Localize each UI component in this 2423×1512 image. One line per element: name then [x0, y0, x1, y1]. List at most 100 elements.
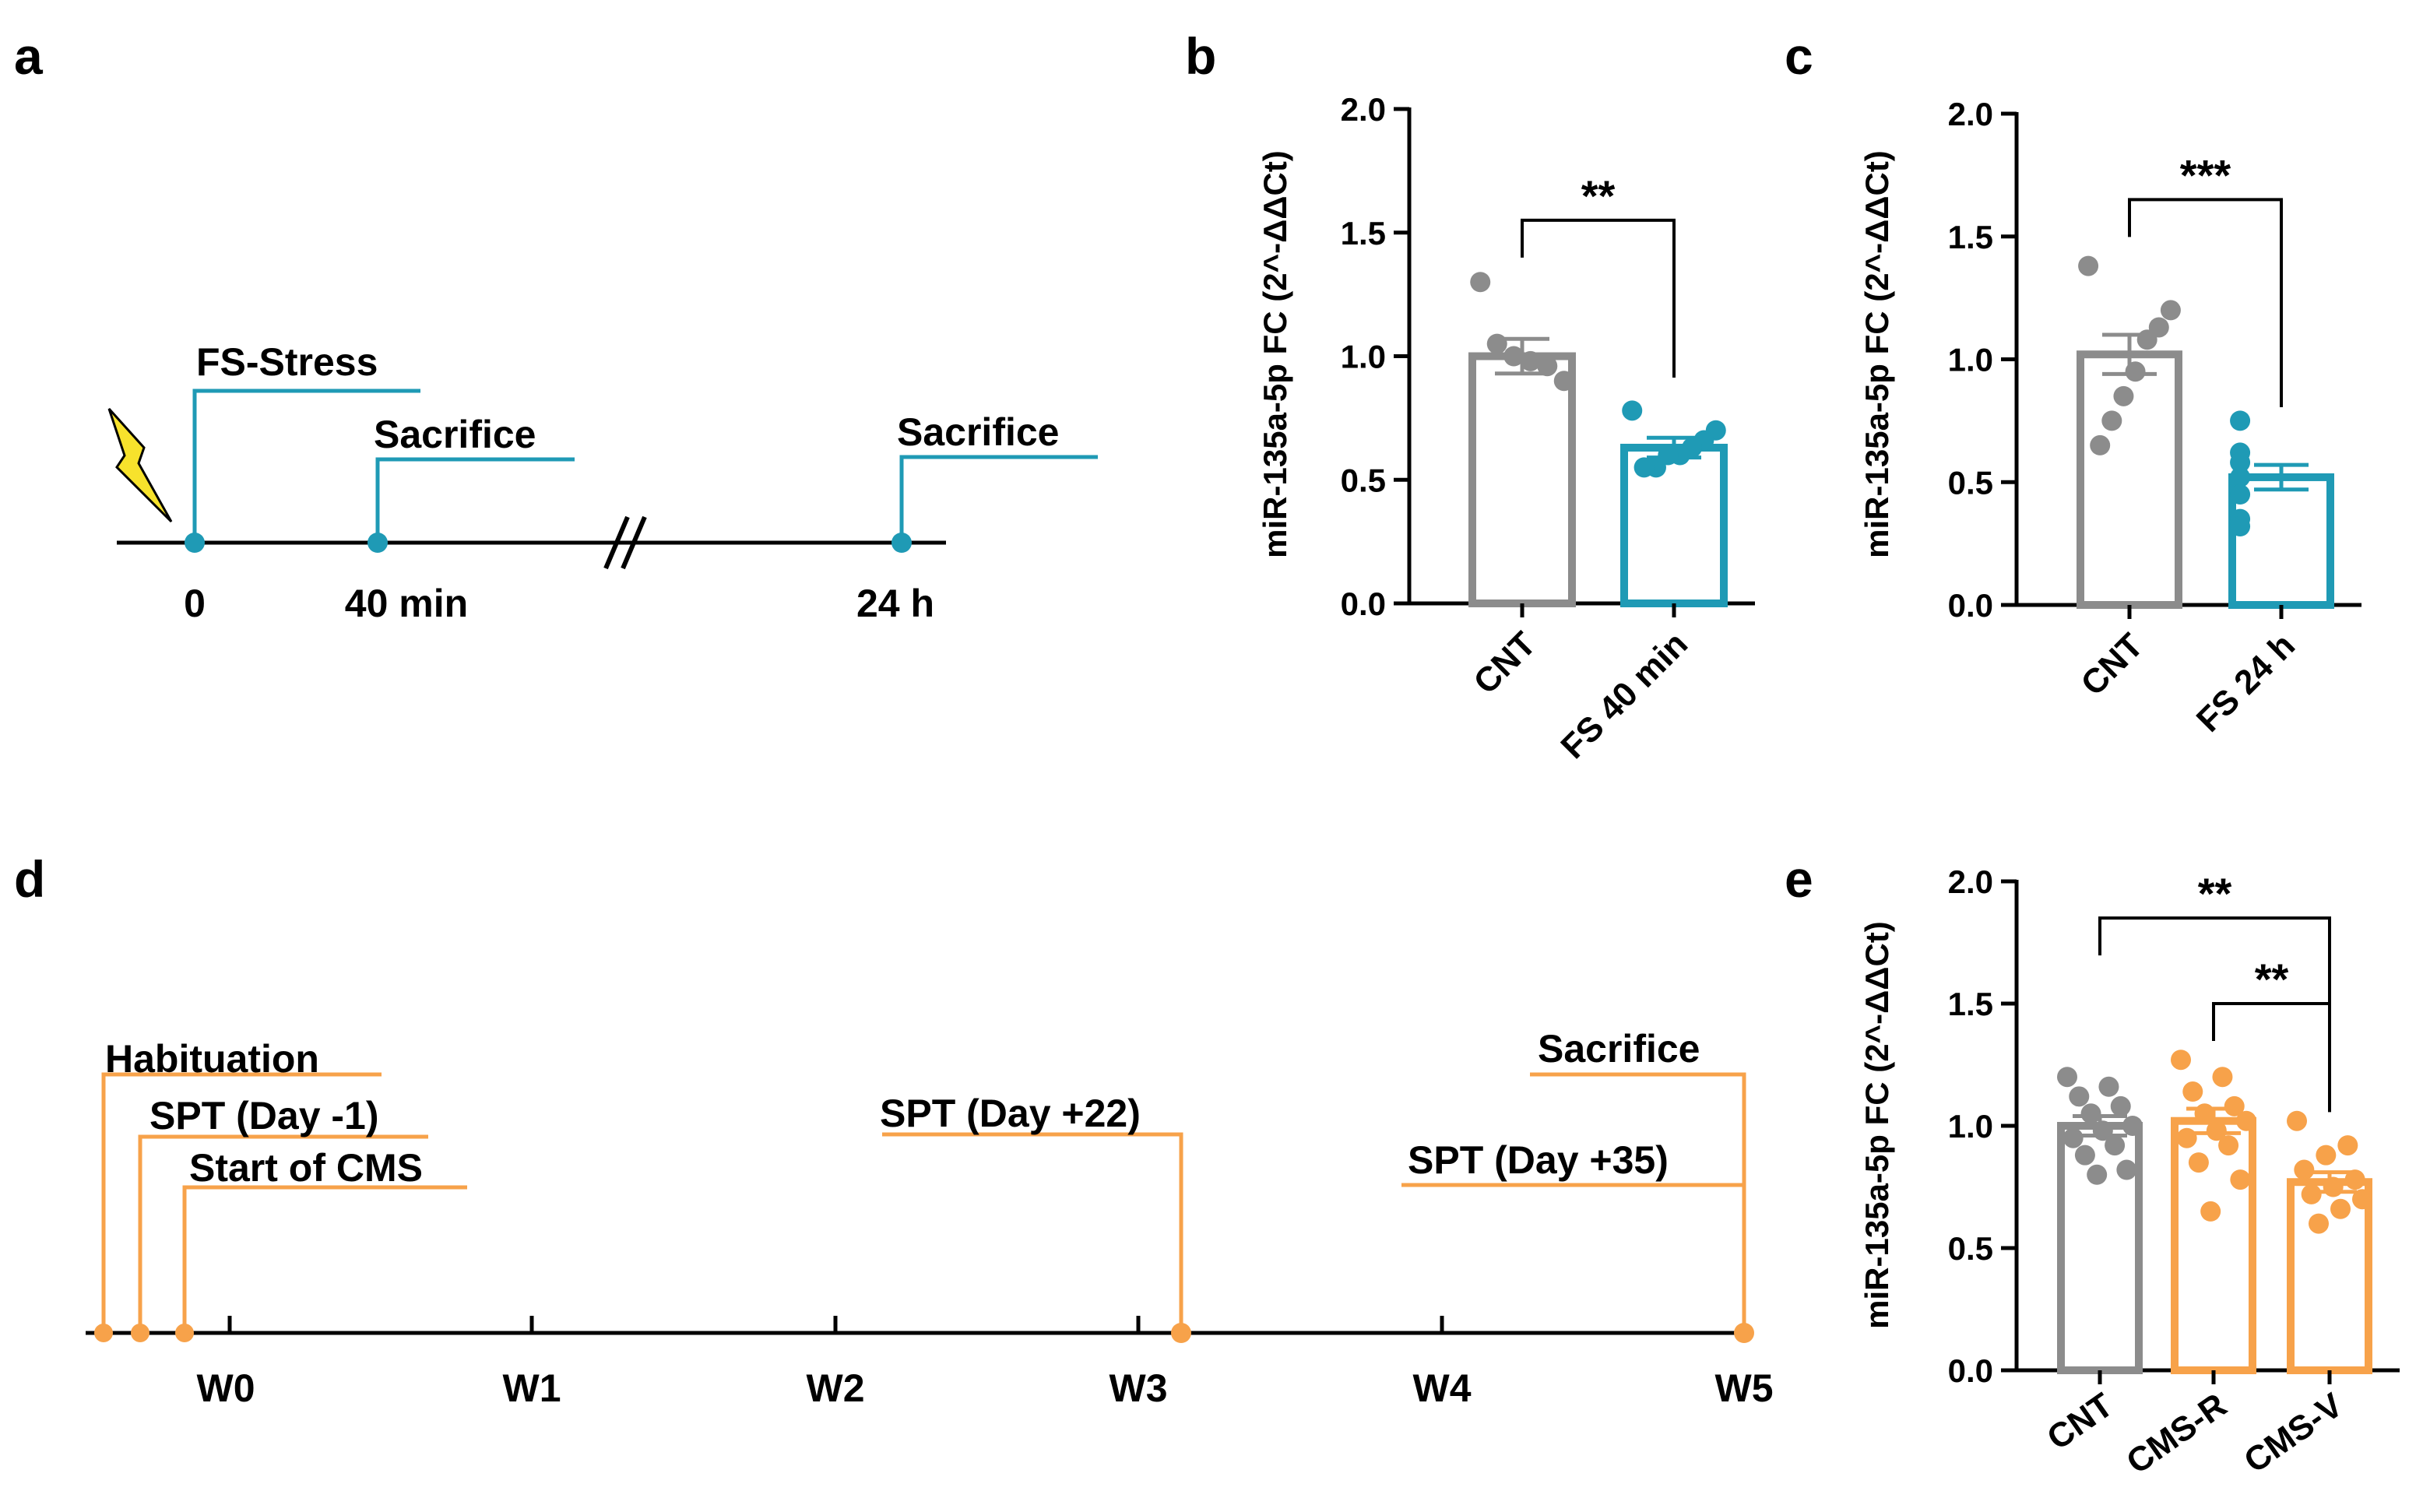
data-point [2092, 1120, 2113, 1141]
event-label-habituation: Habituation [105, 1037, 319, 1081]
data-point [2316, 1145, 2337, 1166]
data-point [2301, 1183, 2322, 1204]
category-label: CMS-V [2237, 1386, 2350, 1481]
panel-letter-d: d [14, 850, 45, 908]
data-point [2337, 1135, 2358, 1156]
panel-a: a FS-Stress Sacrifice Sacrifice 0 40 min… [14, 27, 1098, 625]
data-point [2057, 1067, 2077, 1088]
event-label-spt-day-35: SPT (Day +35) [1408, 1138, 1669, 1182]
panel-c: c 0.0 0.5 1.0 1.5 2.0 miR-135a-5p FC (2^-ΔΔCt… [1785, 27, 2361, 740]
timepoint-marker [891, 533, 912, 553]
event-bracket-sacrifice-24h [899, 455, 1098, 543]
data-point [2078, 255, 2099, 276]
panel-letter-b: b [1185, 27, 1216, 85]
category-label: CNT [2041, 1386, 2120, 1457]
panel-letter-e: e [1785, 850, 1813, 908]
significance-label: *** [2180, 150, 2231, 199]
data-point [2110, 1095, 2131, 1116]
data-point [2218, 1135, 2239, 1156]
y-tick-label: 1.0 [1341, 339, 1386, 375]
data-point [1622, 400, 1643, 421]
data-point [1634, 457, 1655, 478]
event-label-sacrifice-40min: Sacrifice [374, 413, 536, 456]
data-point [2194, 1103, 2215, 1124]
y-tick-label: 0.5 [1341, 462, 1386, 498]
data-point [2212, 1067, 2233, 1088]
event-bracket-start-of-cms [182, 1185, 467, 1333]
event-bracket-spt-day-22 [882, 1132, 1183, 1333]
week-label-w3: W3 [1110, 1366, 1168, 1410]
data-point [2230, 1169, 2251, 1190]
data-point [2352, 1189, 2372, 1210]
data-point [2230, 452, 2251, 473]
week-label-w0: W0 [197, 1366, 255, 1410]
event-label-fs-stress: FS-Stress [196, 340, 378, 384]
timeline-tick-0: 0 [184, 582, 206, 625]
data-point [2116, 1159, 2137, 1180]
data-point [2176, 1127, 2197, 1148]
data-point [2125, 361, 2146, 382]
y-tick-label: 0.0 [1948, 1352, 1993, 1389]
data-point [1537, 356, 1558, 377]
data-point [1503, 346, 1524, 367]
data-point [2206, 1120, 2227, 1141]
data-point [2080, 1103, 2101, 1124]
data-point [2160, 300, 2181, 321]
data-point [2230, 410, 2251, 431]
category-label: CNT [1466, 624, 1543, 701]
timepoint-marker [185, 533, 205, 553]
significance-label: ** [2255, 955, 2289, 1004]
event-label-start-of-cms: Start of CMS [189, 1146, 423, 1190]
y-tick-label: 1.5 [1341, 215, 1386, 251]
data-point [2136, 329, 2157, 350]
y-tick-label: 2.0 [1948, 96, 1993, 132]
data-point [2200, 1201, 2221, 1222]
axis-break-mark [621, 515, 647, 570]
data-point [1486, 333, 1507, 354]
panel-letter-a: a [14, 27, 44, 85]
data-point [2087, 1164, 2108, 1185]
week-ticks [227, 1316, 1746, 1333]
timepoint-marker [1734, 1323, 1754, 1343]
data-point [2287, 1110, 2307, 1131]
week-label-w1: W1 [503, 1366, 561, 1410]
data-point [2074, 1145, 2095, 1166]
event-label-sacrifice-w5: Sacrifice [1538, 1027, 1700, 1071]
significance-label: ** [2198, 869, 2232, 918]
event-label-spt-day-minus1: SPT (Day -1) [149, 1094, 379, 1138]
data-point [2069, 1086, 2090, 1107]
panel-e: e 0.0 0.5 1.0 1.5 2.0 miR-135a-5p FC (2^-ΔΔCt… [1785, 850, 2400, 1482]
y-tick-label: 0.0 [1341, 585, 1386, 622]
data-point [2171, 1050, 2191, 1071]
data-point [2330, 1198, 2351, 1219]
event-bracket-fs-stress [192, 389, 420, 543]
timepoint-marker [131, 1324, 149, 1342]
y-tick-label: 2.0 [1948, 863, 1993, 900]
y-axis-title: miR-135a-5p FC (2^-ΔΔCt) [1859, 150, 1895, 558]
bar [2287, 1178, 2372, 1374]
lightning-bolt-icon [107, 407, 173, 523]
y-tick-label: 0.5 [1948, 1230, 1993, 1267]
y-tick-label: 1.5 [1948, 986, 1993, 1022]
data-point [2230, 516, 2251, 537]
data-point [2344, 1169, 2365, 1190]
category-label: FS 24 h [2189, 626, 2302, 739]
timeline-tick-24h: 24 h [856, 582, 934, 625]
data-point [2122, 1116, 2143, 1136]
data-point [2230, 466, 2251, 487]
timepoint-marker [94, 1324, 113, 1342]
data-point [2105, 1135, 2126, 1156]
data-point [2309, 1213, 2329, 1234]
y-tick-label: 0.0 [1948, 587, 1993, 624]
significance-bracket [2212, 1002, 2331, 1113]
y-tick-label: 1.0 [1948, 1108, 1993, 1145]
event-bracket-spt-day-minus1 [138, 1134, 428, 1333]
data-point [1553, 371, 1574, 392]
data-point [2188, 1152, 2209, 1173]
week-label-w2: W2 [807, 1366, 865, 1410]
data-point [2323, 1176, 2344, 1197]
week-label-w5: W5 [1715, 1366, 1774, 1410]
category-label: FS 40 min [1553, 624, 1695, 766]
axis-break-mark [603, 515, 630, 570]
category-label: CNT [2073, 626, 2150, 703]
